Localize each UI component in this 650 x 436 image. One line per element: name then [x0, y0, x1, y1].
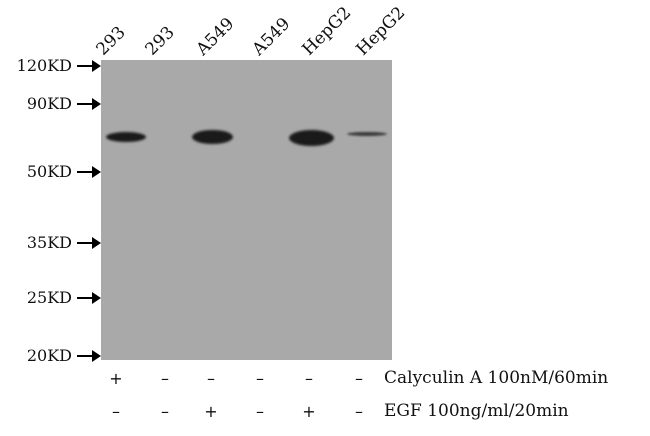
marker-label-25kd: 25KD [26, 288, 72, 307]
lane-label-2: 293 [141, 22, 179, 60]
lane-label-3: A549 [192, 13, 239, 60]
marker-label-50kd: 50KD [26, 162, 72, 181]
marker-arrow-90kd [77, 98, 101, 110]
lane-label-1: 293 [92, 22, 130, 60]
marker-arrow-20kd [77, 350, 101, 362]
egf-sign-lane-5: + [302, 402, 316, 421]
calyculin-sign-lane-1: + [109, 369, 123, 388]
calyculin-sign-lane-5: – [305, 369, 313, 388]
calyculin-sign-lane-2: – [161, 369, 169, 388]
lane-label-4: A549 [248, 13, 295, 60]
marker-label-120kd: 120KD [16, 56, 72, 75]
lane-label-6: HepG2 [352, 3, 410, 60]
band-lane-5 [289, 130, 334, 146]
calyculin-sign-lane-6: – [355, 369, 363, 388]
egf-sign-lane-6: – [355, 402, 363, 421]
marker-arrow-25kd [77, 292, 101, 304]
marker-label-20kd: 20KD [26, 346, 72, 365]
marker-arrow-35kd [77, 237, 101, 249]
marker-arrow-120kd [77, 60, 101, 72]
egf-sign-lane-2: – [161, 402, 169, 421]
band-lane-6 [347, 132, 387, 136]
egf-sign-lane-4: – [256, 402, 264, 421]
marker-label-90kd: 90KD [26, 94, 72, 113]
blot-membrane [101, 60, 392, 360]
band-lane-1 [106, 132, 146, 142]
treatment-label-calyculin: Calyculin A 100nM/60min [384, 368, 609, 388]
egf-sign-lane-3: + [204, 402, 218, 421]
marker-arrow-50kd [77, 166, 101, 178]
calyculin-sign-lane-3: – [207, 369, 215, 388]
marker-label-35kd: 35KD [26, 233, 72, 252]
treatment-label-egf: EGF 100ng/ml/20min [384, 401, 569, 421]
calyculin-sign-lane-4: – [256, 369, 264, 388]
egf-sign-lane-1: – [112, 402, 120, 421]
lane-label-5: HepG2 [298, 3, 356, 60]
band-lane-3 [192, 130, 233, 144]
